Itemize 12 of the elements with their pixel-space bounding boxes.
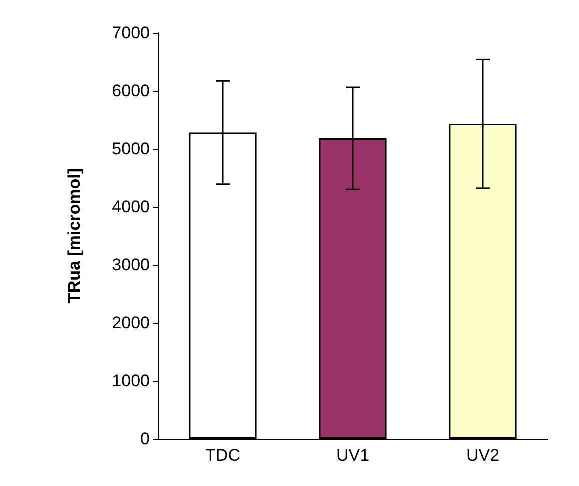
y-tick-label: 5000 [112, 140, 150, 158]
y-tick-label: 7000 [112, 24, 150, 42]
y-tick-label: 4000 [112, 198, 150, 216]
x-tick-label: TDC [206, 446, 240, 465]
y-axis-title: TRua [micromol] [65, 168, 84, 304]
y-tick-label: 0 [140, 430, 150, 448]
y-tick-label: 3000 [112, 256, 150, 274]
y-tick-label: 2000 [112, 314, 150, 332]
x-tick-label: UV1 [336, 446, 370, 465]
y-tick-label: 6000 [112, 82, 150, 100]
x-tick-label: UV2 [466, 446, 500, 465]
y-tick-label: 1000 [112, 372, 150, 390]
